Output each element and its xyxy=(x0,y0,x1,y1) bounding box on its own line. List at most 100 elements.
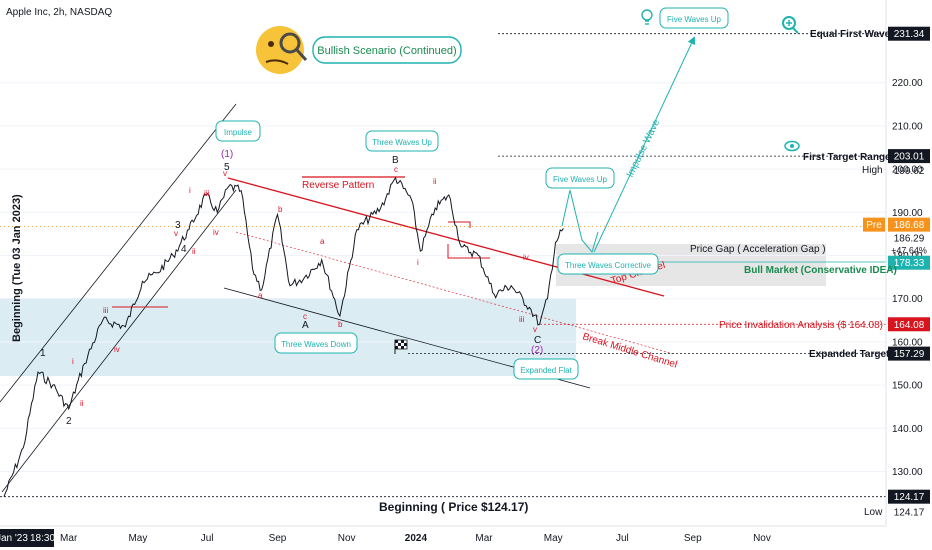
wave-label-c: c xyxy=(303,312,307,321)
bull-market-tag-text: 178.33 xyxy=(894,258,925,269)
wave-label-b-low: b xyxy=(338,320,343,329)
wave-label-i-2: i xyxy=(189,186,191,195)
last-change: +47.64% xyxy=(891,245,927,255)
wave-label-5: 5 xyxy=(224,162,230,173)
impulse-projection-arrow xyxy=(593,36,696,253)
high-value: 199.62 xyxy=(894,166,925,177)
time-tick-label: Sep xyxy=(684,533,702,544)
time-cursor-box xyxy=(0,529,54,547)
three-waves-down-text: Three Waves Down xyxy=(281,340,351,349)
eye-icon xyxy=(784,140,800,152)
price-series-line xyxy=(3,176,564,497)
five-waves-up-mid-callout: Five Waves Up xyxy=(545,167,615,189)
pre-badge xyxy=(863,217,885,232)
beginning-tag-text: 124.17 xyxy=(894,492,925,503)
time-tick-label: May xyxy=(544,533,563,544)
last-price: 186.29 xyxy=(894,233,925,244)
wave-label-ii-3: ii xyxy=(433,177,437,186)
y-axis-title: Beginning (Tue 03 Jan 2023) xyxy=(11,194,23,342)
time-start-label: 18:30 xyxy=(30,533,55,544)
bull-market-tag xyxy=(888,255,930,270)
level-tags: 231.34 203.01 199.62 Pre 186.68 186.29+47.64%… xyxy=(863,26,930,519)
price-tick-label: 150.00 xyxy=(892,381,923,392)
wave-label-iv-3: iv xyxy=(523,253,529,262)
wave-label-v-3: v xyxy=(533,325,537,334)
top-channel-line xyxy=(227,177,665,297)
time-first-label: Jan '23 xyxy=(0,533,28,544)
price-tick-label: 200.00 xyxy=(892,165,923,176)
expanded-target-tag xyxy=(888,346,930,361)
wave-label-p2: (2) xyxy=(531,345,543,356)
price-tick-label: 130.00 xyxy=(892,467,923,478)
wave-label-iv: iv xyxy=(114,345,120,354)
wave-label-3: 3 xyxy=(175,220,181,231)
time-axis-area xyxy=(0,526,886,550)
expanded-flat-callout: Expanded Flat xyxy=(513,358,579,380)
wave-label-a: a xyxy=(320,237,325,246)
price-tick-label: 160.00 xyxy=(892,337,923,348)
pre-badge-text: Pre xyxy=(866,220,882,231)
chart-header: Apple Inc, 2h, NASDAQ xyxy=(6,7,112,18)
time-tick-label: May xyxy=(128,533,147,544)
time-tick-label: Nov xyxy=(338,533,356,544)
expanded-target-label: Expanded Target xyxy=(809,349,890,360)
time-tick-label: Mar xyxy=(475,533,493,544)
time-tick-label: Jul xyxy=(201,533,214,544)
three-waves-up-text: Three Waves Up xyxy=(372,138,432,147)
high-label: High xyxy=(862,165,883,176)
low-value: 124.17 xyxy=(894,508,925,519)
checkered-flag-icon xyxy=(394,339,408,354)
time-tick-label: Sep xyxy=(269,533,287,544)
invalidation-tag xyxy=(888,317,930,332)
level-lines xyxy=(0,33,886,498)
equal-first-wave-tag-text: 231.34 xyxy=(894,29,925,40)
invalidation-label: Price Invalidation Analysis ($ 164.08) xyxy=(719,320,883,331)
price-tick-label: 210.00 xyxy=(892,121,923,132)
wave-label-i-3: i xyxy=(417,258,419,267)
wave-label-a-low: a xyxy=(258,291,263,300)
bull-market-label: Bull Market (Conservative IDEA) xyxy=(744,265,897,276)
beginning-label: Beginning ( Price $124.17) xyxy=(379,500,528,514)
three-waves-down-callout: Three Waves Down xyxy=(274,332,358,354)
wave-label-b: b xyxy=(278,205,283,214)
wave-label-ii: ii xyxy=(80,399,84,408)
wave-label-iii: iii xyxy=(103,306,109,315)
price-tick-label: 170.00 xyxy=(892,294,923,305)
time-tick-label: Jul xyxy=(616,533,629,544)
five-waves-up-top-callout: Five Waves Up xyxy=(659,7,729,29)
five-waves-up-mid-text: Five Waves Up xyxy=(553,175,607,184)
wave-label-p1: (1) xyxy=(221,149,233,160)
reverse-pattern-label: Reverse Pattern xyxy=(302,180,374,191)
thinking-face-icon xyxy=(256,26,308,74)
sub-level-marker-2 xyxy=(447,244,490,259)
impulse-upper-channel xyxy=(0,103,237,403)
wave-label-B: B xyxy=(392,155,399,166)
bullish-scenario-text: Bullish Scenario (Continued) xyxy=(317,45,456,57)
invalidation-tag-text: 164.08 xyxy=(894,320,925,331)
equal-first-wave-label: Equal First Wave xyxy=(810,29,891,40)
wave-label-C: C xyxy=(534,335,541,346)
beginning-tag xyxy=(888,489,930,504)
zoom-in-icon xyxy=(782,16,799,34)
expanded-flat-text: Expanded Flat xyxy=(520,366,572,375)
impulse-lower-channel xyxy=(1,189,237,493)
price-gap-label: Price Gap ( Acceleration Gap ) xyxy=(690,244,826,255)
price-axis-area xyxy=(886,0,932,550)
equal-first-wave-tag xyxy=(888,26,930,41)
sub-level-marker-1 xyxy=(448,221,471,228)
wave-label-1: 1 xyxy=(40,348,46,359)
wave-label-4: 4 xyxy=(181,244,187,255)
three-waves-corrective-callout: Three Waves Corrective xyxy=(557,253,659,275)
first-target-label: First Target Range xyxy=(803,152,891,163)
impulse-text: Impulse xyxy=(224,128,253,137)
wave-label-iv-2: iv xyxy=(213,228,219,237)
three-waves-up-callout: Three Waves Up xyxy=(365,130,439,152)
time-tick-label: 2024 xyxy=(405,533,428,544)
pre-tag xyxy=(888,217,930,232)
price-tick-label: 140.00 xyxy=(892,424,923,435)
wave-label-v-2: v xyxy=(223,169,227,178)
bullish-scenario-callout: Bullish Scenario (Continued) xyxy=(312,36,462,64)
projection-zigzag xyxy=(561,189,599,254)
